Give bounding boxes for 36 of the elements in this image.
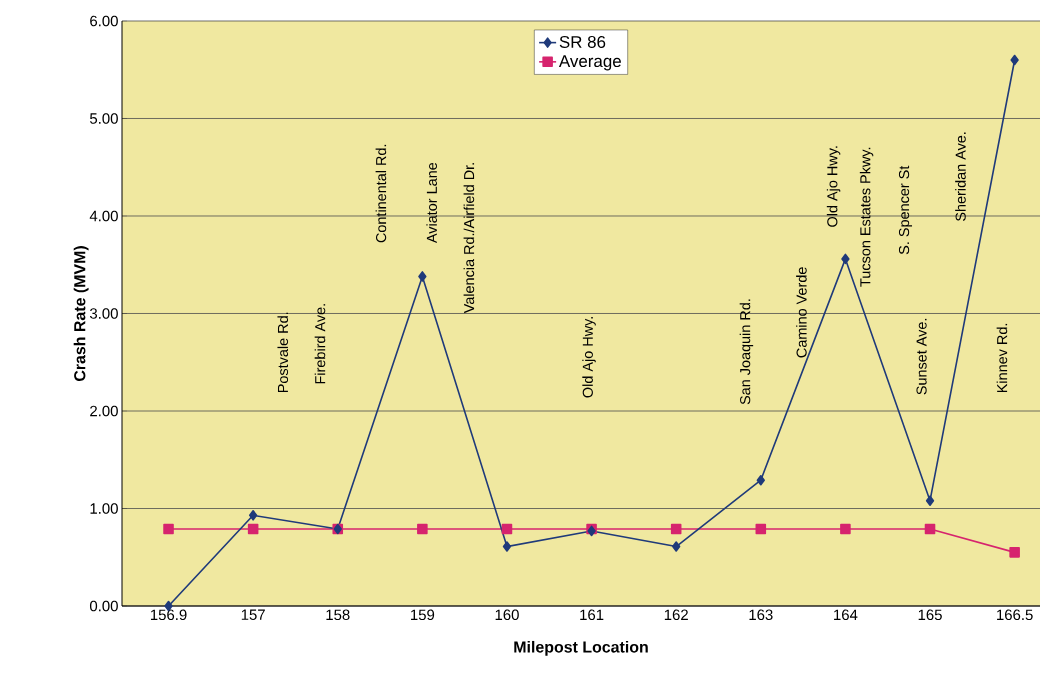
x-tick-label: 159 — [411, 609, 435, 621]
x-tick-label: 158 — [326, 609, 350, 621]
y-tick-label: 1.00 — [90, 503, 118, 514]
annotation: S. Spencer St — [898, 165, 913, 255]
annotation: Postvale Rd. — [277, 312, 289, 393]
x-tick-label: 166.5 — [997, 609, 1033, 621]
x-tick-label: 160 — [495, 609, 519, 621]
annotation: Valencia Rd./Airfield Dr. — [463, 163, 475, 314]
x-tick-label: 163 — [749, 609, 773, 621]
annotation: Sheridan Ave. — [955, 132, 966, 221]
annotation: Sunset Ave. — [916, 318, 927, 395]
y-tick-label: 3.00 — [89, 308, 118, 319]
x-tick-label: 165 — [918, 609, 942, 621]
annotation: Old Ajo Hwy. — [582, 317, 596, 398]
annotation: Firebird Ave. — [314, 304, 326, 384]
y-tick-label: 4.00 — [89, 210, 118, 222]
annotation: Continental Rd. — [375, 144, 387, 243]
y-tick-label: 5.00 — [89, 113, 118, 124]
annotation: Tucson Estates Pkwy. — [859, 147, 874, 287]
x-tick-label: 162 — [664, 609, 688, 621]
y-tick-label: 2.00 — [90, 405, 118, 417]
annotation: Old Ajo Hwy. — [826, 146, 841, 227]
legend-label: SR 86 — [559, 35, 606, 48]
annotation: Camino Verde — [796, 267, 807, 358]
y-tick-label: 0.00 — [89, 600, 118, 612]
x-tick-label: 157 — [241, 609, 265, 620]
y-axis-title: Crash Rate (MVM) — [73, 246, 89, 382]
annotation: San Joaquin Rd. — [739, 299, 754, 405]
annotation: Aviator Lane — [426, 162, 437, 244]
legend-label: Average — [558, 55, 621, 71]
x-tick-label: 164 — [834, 609, 858, 621]
x-tick-label: 161 — [580, 609, 604, 621]
x-axis-title: Milepost Location — [514, 640, 648, 656]
annotation: Kinnev Rd. — [996, 323, 1008, 393]
y-tick-label: 6.00 — [90, 15, 118, 27]
x-tick-label: 156.9 — [150, 609, 187, 621]
